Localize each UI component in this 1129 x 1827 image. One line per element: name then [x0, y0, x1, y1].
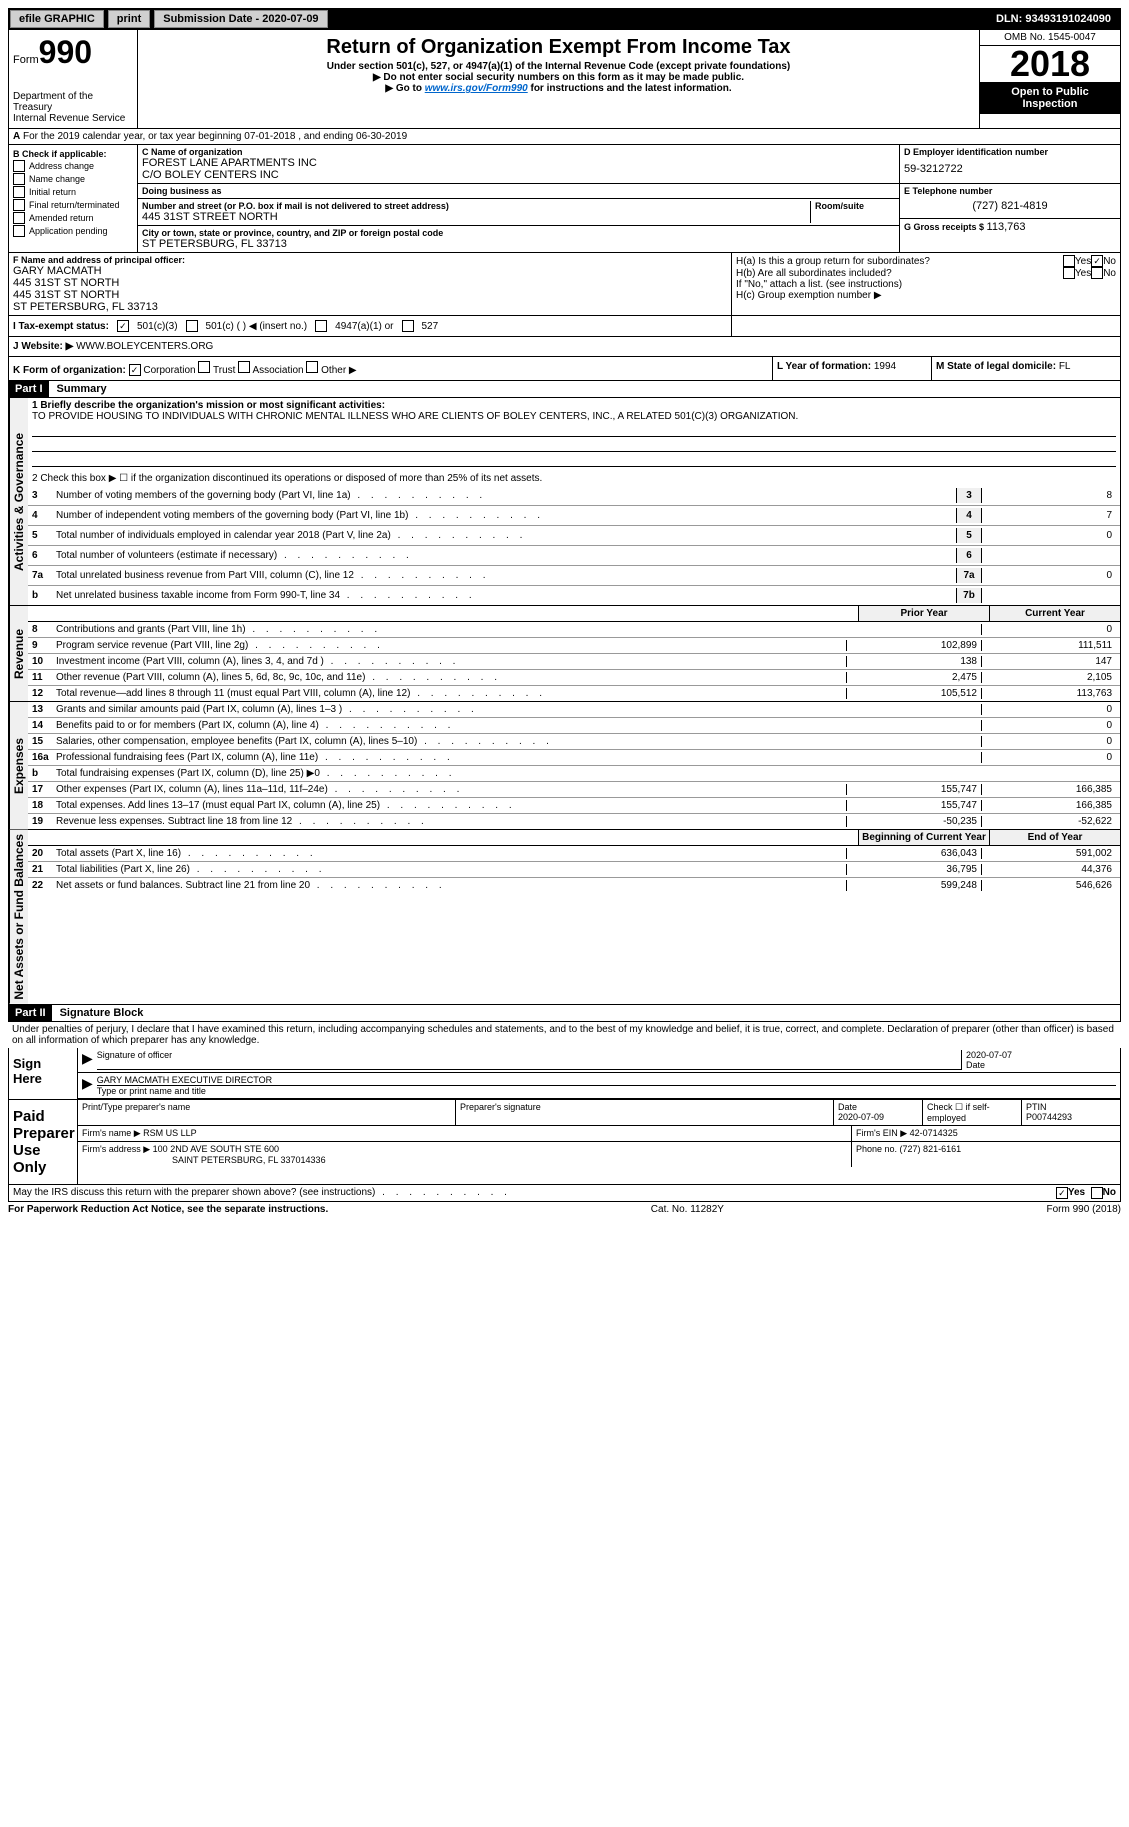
section-j: J Website: ▶ WWW.BOLEYCENTERS.ORG: [8, 337, 1121, 357]
assoc-checkbox[interactable]: [238, 361, 250, 373]
line-b: bTotal fundraising expenses (Part IX, co…: [28, 766, 1120, 782]
checkbox-initial-return[interactable]: Initial return: [13, 186, 133, 198]
line-19: 19Revenue less expenses. Subtract line 1…: [28, 814, 1120, 829]
mission-label: 1 Briefly describe the organization's mi…: [28, 398, 1120, 471]
line-18: 18Total expenses. Add lines 13–17 (must …: [28, 798, 1120, 814]
footer: For Paperwork Reduction Act Notice, see …: [8, 1202, 1121, 1217]
line-13: 13Grants and similar amounts paid (Part …: [28, 702, 1120, 718]
4947-checkbox[interactable]: [315, 320, 327, 332]
submission-date-field: Submission Date - 2020-07-09: [154, 10, 327, 28]
discuss-no-checkbox[interactable]: [1091, 1187, 1103, 1199]
discuss-row: May the IRS discuss this return with the…: [8, 1185, 1121, 1202]
line-14: 14Benefits paid to or for members (Part …: [28, 718, 1120, 734]
other-checkbox[interactable]: [306, 361, 318, 373]
checkbox-name-change[interactable]: Name change: [13, 173, 133, 185]
part2-header: Part II Signature Block: [9, 1005, 1120, 1021]
efile-button[interactable]: efile GRAPHIC: [10, 10, 104, 28]
line-11: 11Other revenue (Part VIII, column (A), …: [28, 670, 1120, 686]
checkbox-amended-return[interactable]: Amended return: [13, 212, 133, 224]
print-button[interactable]: print: [108, 10, 150, 28]
form-title-block: Return of Organization Exempt From Incom…: [138, 30, 979, 128]
governance-section: Activities & Governance 1 Briefly descri…: [8, 398, 1121, 606]
form-subtitle: Under section 501(c), 527, or 4947(a)(1)…: [142, 61, 975, 72]
beg-year-header: Beginning of Current Year: [858, 830, 989, 845]
section-i: I Tax-exempt status: 501(c)(3) 501(c) ( …: [8, 316, 1121, 337]
expenses-section: Expenses 13Grants and similar amounts pa…: [8, 702, 1121, 830]
line-16a: 16aProfessional fundraising fees (Part I…: [28, 750, 1120, 766]
prior-year-header: Prior Year: [858, 606, 989, 621]
hb-no-checkbox[interactable]: [1091, 267, 1103, 279]
paid-preparer-section: Paid Preparer Use Only Print/Type prepar…: [8, 1100, 1121, 1185]
form-number-block: Form990 Department of the Treasury Inter…: [9, 30, 138, 128]
ha-no-checkbox[interactable]: [1091, 255, 1103, 267]
tax-year: 2018: [980, 46, 1120, 82]
line-3: 3Number of voting members of the governi…: [28, 486, 1120, 506]
line-15: 15Salaries, other compensation, employee…: [28, 734, 1120, 750]
line-12: 12Total revenue—add lines 8 through 11 (…: [28, 686, 1120, 701]
current-year-header: Current Year: [989, 606, 1120, 621]
line-17: 17Other expenses (Part IX, column (A), l…: [28, 782, 1120, 798]
open-inspection: Open to Public Inspection: [980, 82, 1120, 114]
line-20: 20Total assets (Part X, line 16)636,0435…: [28, 846, 1120, 862]
dept-label: Department of the Treasury Internal Reve…: [13, 91, 133, 124]
section-k: K Form of organization: Corporation Trus…: [9, 357, 772, 380]
line2: 2 Check this box ▶ ☐ if the organization…: [28, 471, 1120, 486]
officer-section: F Name and address of principal officer:…: [8, 253, 1121, 316]
top-bar: efile GRAPHIC print Submission Date - 20…: [8, 8, 1121, 30]
checkbox-address-change[interactable]: Address change: [13, 160, 133, 172]
section-c: C Name of organization FOREST LANE APART…: [138, 145, 899, 252]
form-title: Return of Organization Exempt From Incom…: [142, 36, 975, 59]
dln-label: DLN: 93493191024090: [996, 13, 1119, 25]
checkbox-final-return-terminated[interactable]: Final return/terminated: [13, 199, 133, 211]
checkbox-application-pending[interactable]: Application pending: [13, 225, 133, 237]
ha-yes-checkbox[interactable]: [1063, 255, 1075, 267]
line-5: 5Total number of individuals employed in…: [28, 526, 1120, 546]
section-f: F Name and address of principal officer:…: [9, 253, 731, 315]
line-9: 9Program service revenue (Part VIII, lin…: [28, 638, 1120, 654]
tax-period: A For the 2019 calendar year, or tax yea…: [8, 129, 1121, 145]
form-header: Form990 Department of the Treasury Inter…: [8, 30, 1121, 129]
line-8: 8Contributions and grants (Part VIII, li…: [28, 622, 1120, 638]
527-checkbox[interactable]: [402, 320, 414, 332]
form-year-block: OMB No. 1545-0047 2018 Open to Public In…: [979, 30, 1120, 128]
perjury-statement: Under penalties of perjury, I declare th…: [8, 1022, 1121, 1048]
form-note1: ▶ Do not enter social security numbers o…: [142, 72, 975, 83]
form-note2: ▶ Go to www.irs.gov/Form990 for instruct…: [142, 83, 975, 94]
501c3-checkbox[interactable]: [117, 320, 129, 332]
line-7a: 7aTotal unrelated business revenue from …: [28, 566, 1120, 586]
trust-checkbox[interactable]: [198, 361, 210, 373]
sign-here-section: Sign Here ▶ Signature of officer 2020-07…: [8, 1048, 1121, 1100]
section-l: L Year of formation: 1994: [772, 357, 931, 380]
line-6: 6Total number of volunteers (estimate if…: [28, 546, 1120, 566]
section-h: H(a) Is this a group return for subordin…: [731, 253, 1120, 315]
line-10: 10Investment income (Part VIII, column (…: [28, 654, 1120, 670]
section-klm: K Form of organization: Corporation Trus…: [8, 357, 1121, 381]
501c-checkbox[interactable]: [186, 320, 198, 332]
corp-checkbox[interactable]: [129, 364, 141, 376]
hb-yes-checkbox[interactable]: [1063, 267, 1075, 279]
section-b: B Check if applicable: Address changeNam…: [9, 145, 138, 252]
line-4: 4Number of independent voting members of…: [28, 506, 1120, 526]
line-b: bNet unrelated business taxable income f…: [28, 586, 1120, 605]
identification-section: B Check if applicable: Address changeNam…: [8, 145, 1121, 253]
netassets-section: Net Assets or Fund Balances Beginning of…: [8, 830, 1121, 1005]
irs-link[interactable]: www.irs.gov/Form990: [425, 83, 528, 94]
end-year-header: End of Year: [989, 830, 1120, 845]
line-22: 22Net assets or fund balances. Subtract …: [28, 878, 1120, 893]
discuss-yes-checkbox[interactable]: [1056, 1187, 1068, 1199]
part1-header: Part I Summary: [9, 381, 1120, 397]
line-21: 21Total liabilities (Part X, line 26)36,…: [28, 862, 1120, 878]
section-d-e-g: D Employer identification number 59-3212…: [899, 145, 1120, 252]
revenue-section: Revenue Prior Year Current Year 8Contrib…: [8, 606, 1121, 702]
section-m: M State of legal domicile: FL: [931, 357, 1120, 380]
